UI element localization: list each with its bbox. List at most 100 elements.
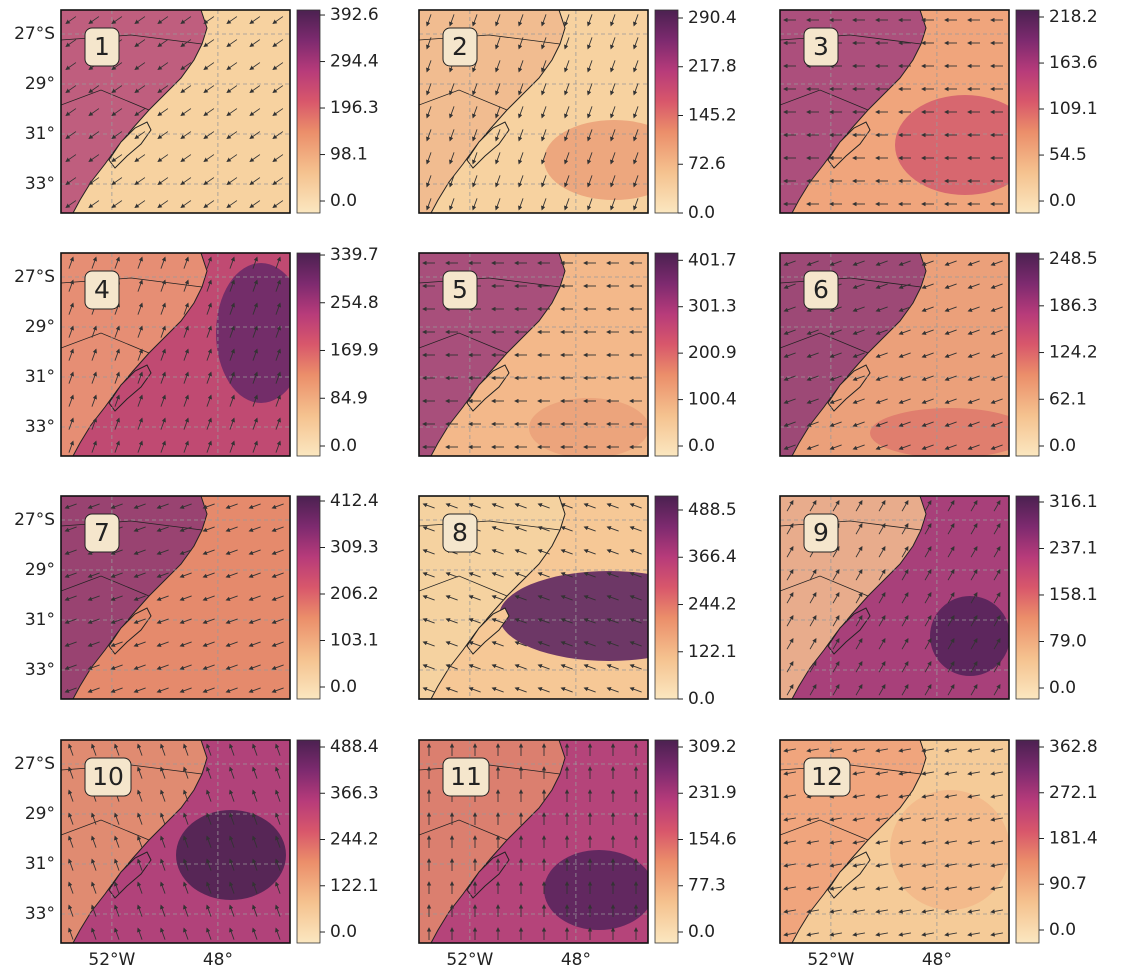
wind-arrow (967, 863, 980, 868)
wind-arrow (783, 771, 796, 776)
wind-arrow (183, 348, 189, 361)
wind-arrow (206, 256, 212, 269)
wind-arrow (990, 421, 1003, 427)
wind-arrow (564, 14, 570, 27)
wind-arrow (248, 595, 261, 601)
wind-arrow (944, 329, 957, 335)
wind-arrow (967, 771, 980, 776)
wind-arrow (225, 618, 238, 624)
wind-arrow (495, 37, 501, 50)
lagoon (827, 364, 871, 412)
wind-arrow (252, 440, 258, 453)
wind-arrow (229, 835, 235, 848)
wind-arrow (829, 375, 842, 381)
panel-label: 7 (94, 518, 110, 547)
wind-arrow (947, 523, 955, 535)
panel-label-box (442, 27, 478, 67)
wind-arrow (564, 152, 570, 165)
wind-arrow (248, 618, 261, 624)
map-panel: 8 0.0 122.1 244.2 366.4 488.5 (418, 495, 737, 709)
wind-arrow (137, 835, 143, 848)
map-field (61, 740, 290, 943)
wind-arrow (970, 615, 978, 627)
wind-arrow (226, 16, 238, 24)
wind-arrow (806, 863, 819, 868)
wind-arrow (495, 129, 501, 142)
wind-arrow (944, 444, 957, 450)
map-frame (418, 252, 649, 457)
wind-arrow (947, 661, 955, 673)
wind-arrow (203, 16, 215, 24)
wind-arrow (898, 260, 911, 266)
colorbar-tick-label: 231.9 (688, 783, 737, 803)
panel-label-box (84, 270, 120, 310)
wind-arrow (990, 306, 1003, 312)
wind-arrow (111, 154, 123, 162)
wind-arrow (898, 421, 911, 427)
wind-arrow (587, 175, 593, 188)
wind-arrow (157, 39, 169, 47)
wind-arrow (203, 200, 215, 208)
wind-arrow (203, 85, 215, 93)
wind-arrow (110, 549, 123, 555)
wind-arrow (875, 863, 888, 868)
wind-arrow (875, 748, 888, 753)
wind-arrow (518, 129, 524, 142)
colorbar-tick-label: 72.6 (688, 154, 726, 174)
colorbar-tick-label: 294.4 (330, 52, 379, 72)
wind-arrow (271, 526, 284, 532)
wind-arrow (924, 592, 932, 604)
wind-arrow (156, 664, 169, 670)
wind-arrow (65, 85, 77, 93)
colorbar-tick-label: 218.2 (1049, 7, 1098, 27)
colorbar-tick-label: 0.0 (330, 436, 357, 456)
wind-arrow (898, 352, 911, 358)
wind-arrow (783, 283, 796, 289)
wind-arrow (990, 748, 1003, 753)
wind-arrow (967, 375, 980, 381)
wind-arrow (206, 279, 212, 292)
wind-arrow (924, 500, 932, 512)
wind-arrow (898, 398, 911, 404)
wind-arrow (514, 641, 527, 647)
wind-arrow (898, 444, 911, 450)
wind-arrow (606, 595, 619, 601)
wind-arrow (160, 302, 166, 315)
wind-arrow (275, 279, 281, 292)
wind-arrow (91, 904, 97, 917)
wind-arrow (65, 200, 77, 208)
colorbar-tick-label: 0.0 (688, 436, 715, 456)
lat-tick-label: 33° (25, 174, 55, 194)
wind-arrow (449, 14, 455, 27)
colorbar-tick-label: 412.4 (330, 491, 379, 511)
wind-arrow (852, 817, 865, 822)
wind-arrow (68, 743, 74, 756)
wind-arrow (921, 748, 934, 753)
wind-arrow (921, 421, 934, 427)
wind-arrow (183, 927, 189, 940)
field-blob (499, 571, 648, 661)
map-frame (779, 495, 1010, 700)
panel-label-box (84, 27, 120, 67)
wind-arrow (852, 444, 865, 450)
wind-arrow (88, 108, 100, 116)
wind-arrow (967, 283, 980, 289)
wind-arrow (206, 858, 212, 871)
wind-arrow (901, 592, 909, 604)
wind-arrow (111, 85, 123, 93)
wind-arrow (252, 394, 258, 407)
wind-arrow (229, 302, 235, 315)
wind-arrow (564, 175, 570, 188)
colorbar-tick-label: 122.1 (330, 876, 379, 896)
wind-arrow (875, 398, 888, 404)
wind-arrow (249, 85, 261, 93)
wind-arrow (993, 661, 1001, 673)
wind-arrow (829, 840, 842, 845)
wind-arrow (852, 375, 865, 381)
wind-arrow (179, 595, 192, 601)
map-panel: 4 0.0 84.9 169.9 254.8 339.7 (60, 245, 379, 457)
wind-arrow (468, 572, 481, 578)
field-blob (895, 95, 1009, 195)
map-field (419, 740, 648, 943)
